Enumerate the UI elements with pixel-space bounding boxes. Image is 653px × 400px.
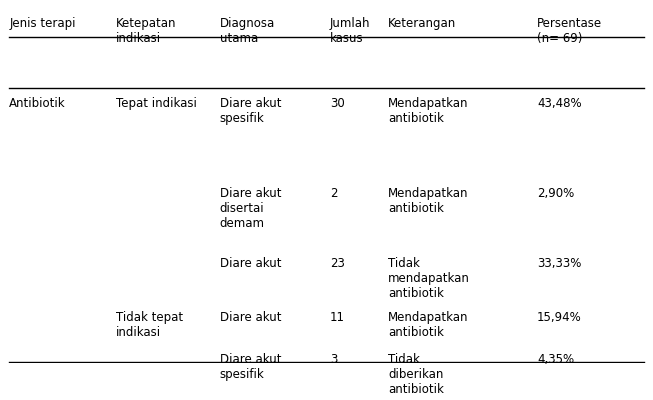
Text: Diare akut: Diare akut	[219, 311, 281, 324]
Text: 11: 11	[330, 311, 345, 324]
Text: 3: 3	[330, 353, 337, 366]
Text: Mendapatkan
antibiotik: Mendapatkan antibiotik	[388, 187, 468, 215]
Text: 2: 2	[330, 187, 337, 200]
Text: 30: 30	[330, 96, 345, 110]
Text: 4,35%: 4,35%	[537, 353, 574, 366]
Text: Tepat indikasi: Tepat indikasi	[116, 96, 197, 110]
Text: 15,94%: 15,94%	[537, 311, 582, 324]
Text: Diagnosa
utama: Diagnosa utama	[219, 17, 275, 45]
Text: 33,33%: 33,33%	[537, 257, 581, 270]
Text: 2,90%: 2,90%	[537, 187, 574, 200]
Text: Diare akut
spesifik: Diare akut spesifik	[219, 353, 281, 381]
Text: Jenis terapi: Jenis terapi	[9, 17, 76, 30]
Text: 23: 23	[330, 257, 345, 270]
Text: Ketepatan
indikasi: Ketepatan indikasi	[116, 17, 176, 45]
Text: Tidak
mendapatkan
antibiotik: Tidak mendapatkan antibiotik	[388, 257, 470, 300]
Text: Keterangan: Keterangan	[388, 17, 456, 30]
Text: Mendapatkan
antibiotik: Mendapatkan antibiotik	[388, 311, 468, 339]
Text: Mendapatkan
antibiotik: Mendapatkan antibiotik	[388, 96, 468, 124]
Text: Antibiotik: Antibiotik	[9, 96, 66, 110]
Text: Persentase
(n= 69): Persentase (n= 69)	[537, 17, 602, 45]
Text: Tidak
diberikan
antibiotik: Tidak diberikan antibiotik	[388, 353, 444, 396]
Text: Tidak tepat
indikasi: Tidak tepat indikasi	[116, 311, 183, 339]
Text: Diare akut: Diare akut	[219, 257, 281, 270]
Text: Diare akut
disertai
demam: Diare akut disertai demam	[219, 187, 281, 230]
Text: Jumlah
kasus: Jumlah kasus	[330, 17, 370, 45]
Text: 43,48%: 43,48%	[537, 96, 582, 110]
Text: Diare akut
spesifik: Diare akut spesifik	[219, 96, 281, 124]
